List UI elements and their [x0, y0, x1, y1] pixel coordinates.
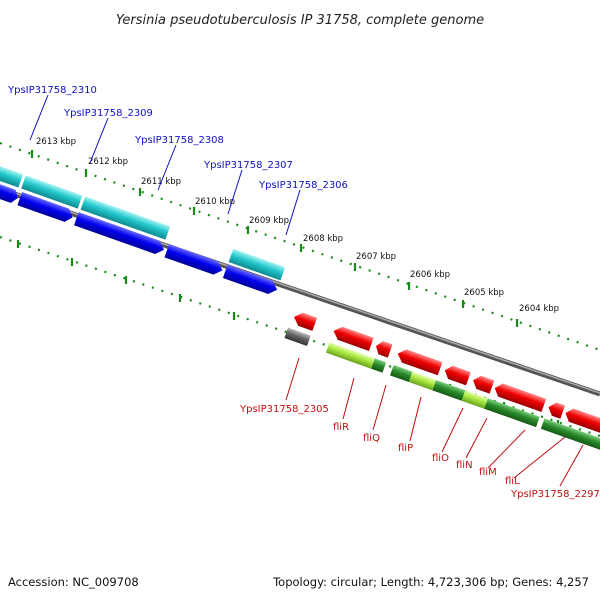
- cds-arrow[interactable]: [222, 264, 280, 297]
- gene-label[interactable]: YpsIP31758_2307: [203, 160, 293, 171]
- cds-arrow[interactable]: [164, 244, 224, 277]
- gene-label[interactable]: YpsIP31758_2310: [7, 85, 97, 96]
- gene-feature[interactable]: [80, 196, 171, 240]
- gene-label[interactable]: YpsIP31758_2306: [258, 180, 348, 191]
- pseudo-gene[interactable]: [284, 327, 311, 346]
- tick-label: 2608 kbp: [303, 234, 343, 244]
- gene-label[interactable]: fliM: [479, 467, 497, 478]
- cds-arrow[interactable]: [492, 381, 547, 413]
- gene-feature[interactable]: [484, 398, 540, 428]
- cds-arrow[interactable]: [17, 192, 74, 224]
- cds-arrow[interactable]: [546, 400, 565, 419]
- gene-label[interactable]: fliO: [432, 453, 449, 464]
- top-leader-lines: [29, 94, 301, 236]
- tick-label: 2604 kbp: [519, 304, 559, 314]
- tick-label: 2613 kbp: [36, 137, 76, 147]
- gene-feature[interactable]: [325, 342, 375, 369]
- gene-feature[interactable]: [371, 358, 387, 373]
- gene-feature[interactable]: [461, 390, 488, 409]
- gene-feature[interactable]: [228, 248, 286, 281]
- cds-arrow[interactable]: [395, 347, 443, 376]
- cds-arrow[interactable]: [0, 178, 20, 205]
- gene-label[interactable]: YpsIP31758_2297: [510, 489, 600, 500]
- gene-feature[interactable]: [21, 175, 83, 209]
- tick-label: 2607 kbp: [356, 252, 396, 262]
- tick-label: 2609 kbp: [249, 216, 289, 226]
- gene-label[interactable]: YpsIP31758_2308: [134, 135, 224, 146]
- gene-label[interactable]: fliL: [505, 476, 520, 487]
- gene-label[interactable]: fliP: [398, 443, 413, 454]
- bottom-leader-lines: [285, 357, 584, 487]
- tick-label: 2605 kbp: [464, 288, 504, 298]
- cds-arrow[interactable]: [442, 364, 471, 386]
- gene-label[interactable]: YpsIP31758_2305: [239, 404, 329, 415]
- gene-feature[interactable]: [432, 380, 466, 401]
- cds-arrow[interactable]: [73, 212, 166, 256]
- gene-feature[interactable]: [540, 418, 600, 453]
- gene-feature[interactable]: [408, 371, 437, 391]
- gene-feature[interactable]: [390, 364, 413, 383]
- cds-arrow[interactable]: [563, 407, 600, 438]
- gene-label[interactable]: fliR: [333, 422, 349, 433]
- tick-label: 2606 kbp: [410, 270, 450, 280]
- gene-feature[interactable]: [0, 162, 24, 188]
- cds-arrow[interactable]: [374, 339, 393, 358]
- tick-label: 2612 kbp: [88, 157, 128, 167]
- cds-arrow[interactable]: [331, 324, 374, 351]
- tick-label: 2610 kbp: [195, 197, 235, 207]
- cds-arrow[interactable]: [471, 374, 495, 394]
- gene-label[interactable]: fliQ: [363, 433, 380, 444]
- map-title: Yersinia pseudotuberculosis IP 31758, co…: [116, 13, 484, 28]
- accession-text: Accession: NC_009708: [8, 575, 139, 589]
- gene-label[interactable]: fliN: [456, 460, 473, 471]
- cds-arrow[interactable]: [292, 310, 318, 331]
- gene-label[interactable]: YpsIP31758_2309: [63, 108, 153, 119]
- topology-text: Topology: circular; Length: 4,723,306 bp…: [272, 575, 589, 589]
